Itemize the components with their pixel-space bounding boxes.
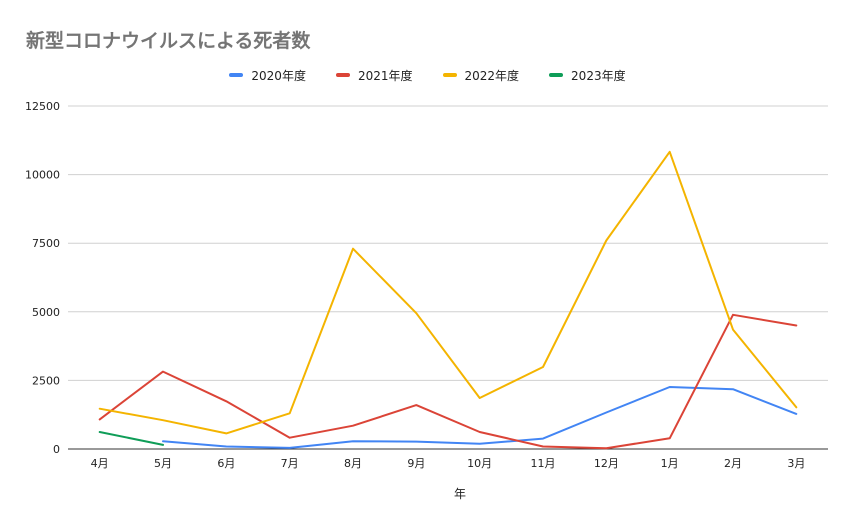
x-tick-label: 7月 (281, 457, 299, 470)
y-tick-label: 2500 (32, 374, 60, 387)
legend-label-2022: 2022年度 (464, 68, 520, 83)
x-tick-label: 10月 (467, 457, 492, 470)
legend-swatch-2021 (335, 73, 350, 77)
x-tick-label: 12月 (594, 457, 619, 470)
x-tick-label: 5月 (154, 457, 172, 470)
legend-item-2020[interactable]: 2020年度 (229, 67, 306, 83)
legend-swatch-2022 (442, 73, 457, 77)
legend-label-2020: 2020年度 (251, 68, 306, 83)
legend-item-2023[interactable]: 2023年度 (549, 67, 626, 83)
legend: 2020年度 2021年度 2022年度 2023年度 (0, 67, 855, 83)
y-tick-label: 5000 (32, 306, 60, 319)
x-axis-label: 年 (454, 487, 466, 501)
y-tick-label: 12500 (25, 100, 60, 113)
series-line-1 (98, 313, 798, 450)
legend-swatch-2020 (229, 73, 244, 77)
series-line-2 (98, 150, 798, 435)
y-tick-label: 0 (53, 443, 60, 456)
x-tick-label: 8月 (344, 457, 362, 470)
series-line-0 (162, 386, 798, 449)
x-tick-label: 4月 (91, 457, 109, 470)
legend-item-2022[interactable]: 2022年度 (442, 67, 520, 83)
legend-item-2021[interactable]: 2021年度 (335, 67, 413, 83)
legend-label-2021: 2021年度 (357, 68, 413, 83)
y-tick-label: 7500 (32, 237, 60, 250)
x-tick-label: 11月 (531, 457, 556, 470)
chart-title: 新型コロナウイルスによる死者数 (26, 30, 311, 52)
x-tick-label: 3月 (787, 457, 805, 470)
legend-label-2023: 2023年度 (571, 68, 626, 83)
legend-swatch-2023 (549, 73, 564, 77)
x-tick-label: 2月 (724, 457, 742, 470)
x-tick-label: 1月 (661, 457, 679, 470)
series-line-3 (98, 431, 164, 446)
x-tick-label: 9月 (407, 457, 425, 470)
y-tick-label: 10000 (25, 169, 60, 182)
x-tick-label: 6月 (217, 457, 235, 470)
